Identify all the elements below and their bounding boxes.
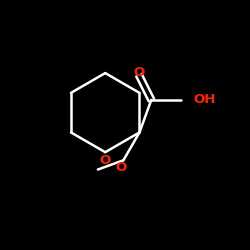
Text: OH: OH [193, 94, 216, 106]
Text: O: O [100, 154, 111, 167]
Text: O: O [115, 161, 126, 174]
Text: O: O [133, 66, 144, 79]
